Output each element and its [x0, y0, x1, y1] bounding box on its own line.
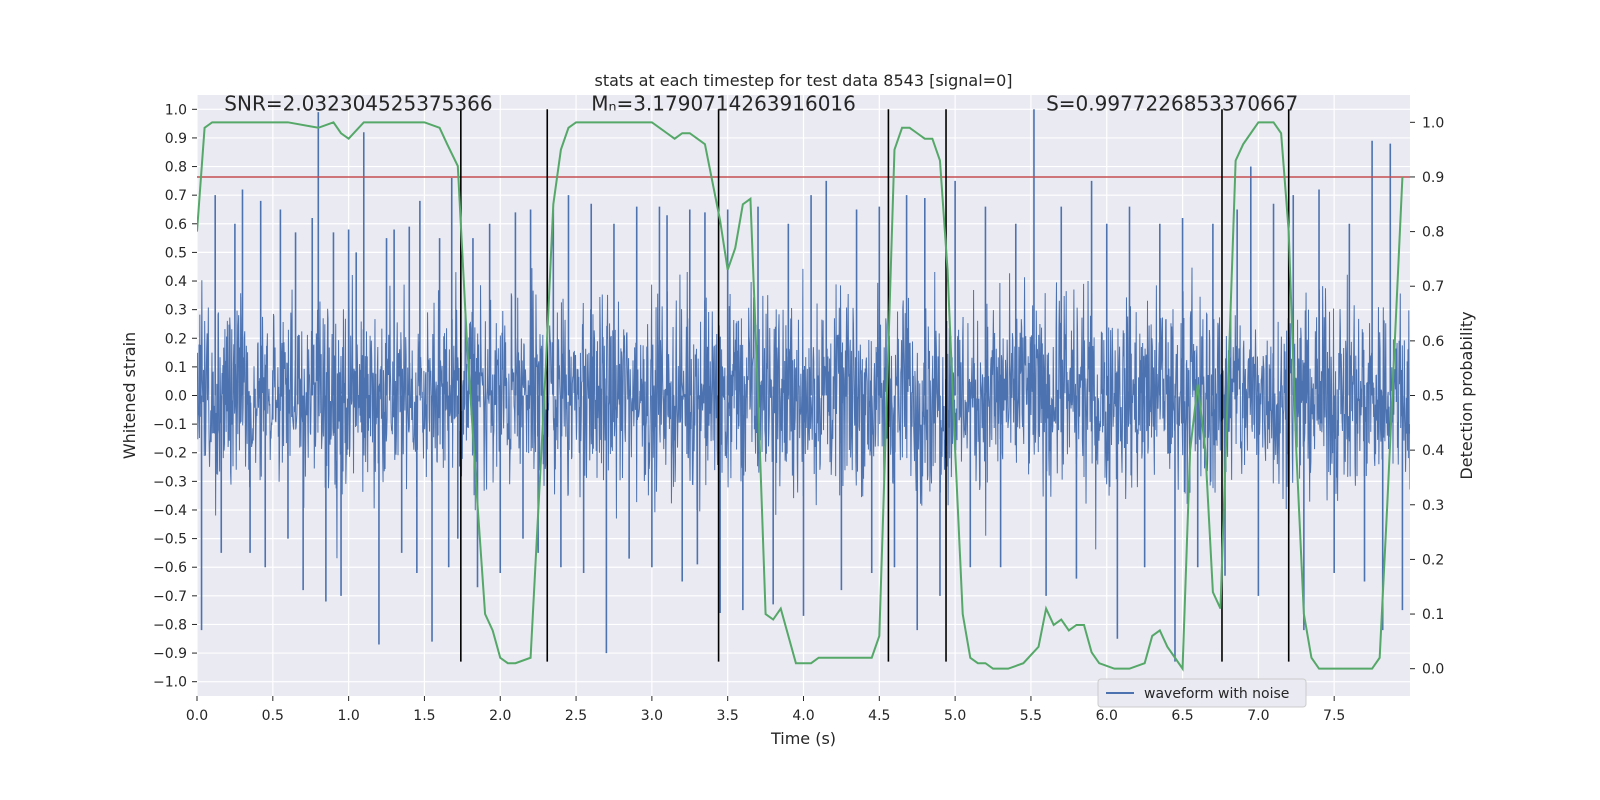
- x-tick-label: 5.5: [1020, 708, 1042, 724]
- y-tick-label: 0.9: [165, 131, 187, 147]
- y-axis-label: Whitened strain: [120, 332, 139, 459]
- y-tick-label: −0.4: [153, 503, 187, 519]
- y-tick-label: −0.6: [153, 560, 187, 576]
- y-tick-label: 0.3: [165, 303, 187, 319]
- x-tick-label: 4.0: [792, 708, 814, 724]
- y2-tick-label: 0.9: [1422, 170, 1444, 186]
- y-tick-label: 0.7: [165, 188, 187, 204]
- y2-tick-label: 0.5: [1422, 389, 1444, 405]
- x-tick-label: 3.5: [717, 708, 739, 724]
- x-axis-label: Time (s): [770, 729, 836, 748]
- y-tick-label: −0.2: [153, 446, 187, 462]
- y2-tick-label: 1.0: [1422, 115, 1444, 131]
- x-tick-label: 2.5: [565, 708, 587, 724]
- spin-annotation: S=0.9977226853370667: [1046, 92, 1298, 116]
- y2-tick-label: 0.1: [1422, 607, 1444, 623]
- y-tick-label: 0.2: [165, 331, 187, 347]
- y2-tick-label: 0.4: [1422, 443, 1444, 459]
- y-tick-label: 0.0: [165, 389, 187, 405]
- x-tick-label: 0.5: [262, 708, 284, 724]
- y2-tick-label: 0.6: [1422, 334, 1444, 350]
- y-tick-label: 0.6: [165, 217, 187, 233]
- y2-tick-label: 0.7: [1422, 279, 1444, 295]
- ticks: 0.0 0.5 1.0 1.5 2.0 2.5 3.0 3.5 4.0 4.5 5.0 5.5 6.0 6…: [153, 102, 1444, 724]
- legend-box: [1097, 678, 1307, 708]
- y2-tick-label: 0.3: [1422, 498, 1444, 514]
- x-tick-label: 1.5: [413, 708, 435, 724]
- legend: waveform with noise: [1097, 678, 1307, 708]
- y-tick-label: 0.1: [165, 360, 187, 376]
- y-tick-label: 1.0: [165, 102, 187, 118]
- y-tick-label: −0.3: [153, 474, 187, 490]
- y-tick-label: 0.8: [165, 160, 187, 176]
- snr-annotation: SNR=2.032304525375366: [224, 92, 492, 116]
- x-tick-label: 2.0: [489, 708, 511, 724]
- y2-tick-label: 0.0: [1422, 662, 1444, 678]
- y-tick-label: 0.5: [165, 245, 187, 261]
- x-tick-label: 6.5: [1171, 708, 1193, 724]
- probability-line: [197, 121, 1404, 672]
- probability-series: [197, 121, 1404, 672]
- y-tick-label: −0.1: [153, 417, 187, 433]
- y2-axis-label: Detection probability: [1457, 311, 1476, 479]
- y-tick-label: −0.5: [153, 532, 187, 548]
- y2-tick-label: 0.2: [1422, 552, 1444, 568]
- x-tick-label: 5.0: [944, 708, 966, 724]
- y-tick-label: 0.4: [165, 274, 187, 290]
- chirp-mass-annotation: Mₙ=3.1790714263916016: [591, 92, 856, 116]
- x-tick-label: 1.0: [337, 708, 359, 724]
- y-tick-label: −1.0: [153, 675, 187, 691]
- x-tick-label: 6.0: [1096, 708, 1118, 724]
- y-tick-label: −0.7: [153, 589, 187, 605]
- y2-tick-label: 0.8: [1422, 225, 1444, 241]
- x-tick-label: 0.0: [186, 708, 208, 724]
- x-tick-label: 7.0: [1247, 708, 1269, 724]
- x-tick-label: 7.5: [1323, 708, 1345, 724]
- x-tick-label: 3.0: [641, 708, 663, 724]
- x-tick-label: 4.5: [868, 708, 890, 724]
- y-tick-label: −0.8: [153, 617, 187, 633]
- legend-label-waveform: waveform with noise: [1144, 686, 1289, 702]
- chart-title: stats at each timestep for test data 854…: [594, 71, 1012, 90]
- y-tick-label: −0.9: [153, 646, 187, 662]
- boundary-lines: [460, 109, 1290, 662]
